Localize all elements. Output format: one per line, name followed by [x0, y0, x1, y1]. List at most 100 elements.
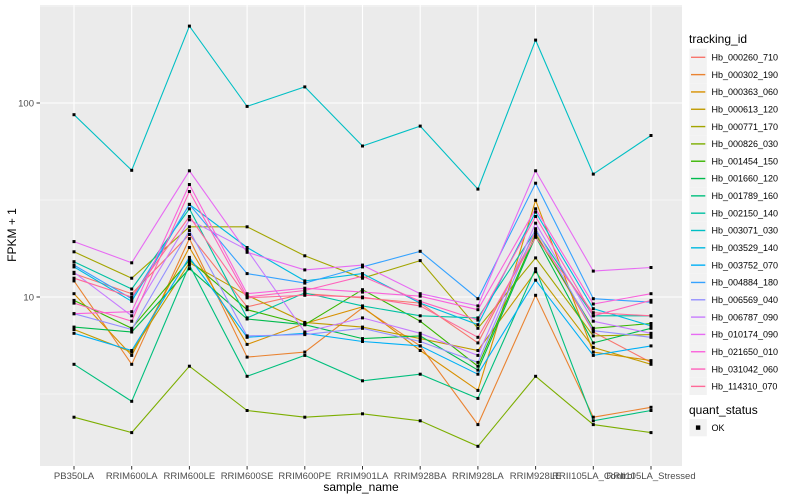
- legend-entry-label: Hb_001660_120: [712, 174, 779, 184]
- legend-entry-label: Hb_001789_160: [712, 191, 779, 201]
- data-point: [130, 297, 134, 301]
- quant-legend-title: quant_status: [689, 403, 758, 417]
- legend-entry-label: Hb_031042_060: [712, 364, 779, 374]
- data-point: [649, 409, 653, 412]
- data-point: [245, 246, 249, 249]
- legend-entry: Hb_000363_060: [689, 83, 779, 101]
- data-point: [418, 249, 422, 253]
- data-point: [361, 337, 364, 341]
- data-point: [361, 265, 364, 269]
- quant-legend-entry-label: OK: [712, 423, 725, 433]
- data-point: [476, 323, 480, 327]
- data-point: [418, 294, 422, 298]
- data-point: [361, 412, 364, 416]
- plot-panel: [40, 5, 682, 466]
- data-point: [187, 263, 191, 267]
- legend-entry: Hb_006569_040: [689, 291, 779, 309]
- legend-entry-label: Hb_006787_090: [712, 312, 779, 322]
- data-point: [72, 113, 76, 117]
- data-point: [303, 415, 307, 419]
- x-tick-label: RRIM600PE: [278, 471, 331, 482]
- data-point: [303, 293, 307, 297]
- data-point: [72, 415, 76, 419]
- x-tick-label: RRIM928LE: [510, 471, 562, 482]
- data-point: [130, 287, 134, 291]
- data-point: [534, 210, 538, 214]
- data-point: [361, 290, 364, 294]
- data-point: [591, 311, 595, 315]
- data-point: [476, 388, 480, 392]
- data-point: [130, 330, 134, 334]
- data-point: [534, 169, 538, 173]
- data-point: [72, 325, 76, 329]
- data-point: [418, 349, 422, 352]
- data-point: [591, 307, 595, 311]
- data-point: [534, 256, 538, 260]
- data-point: [361, 379, 364, 383]
- legend-entry: Hb_000826_030: [689, 135, 779, 153]
- data-point: [476, 353, 480, 357]
- data-point: [245, 316, 249, 320]
- data-point: [72, 298, 76, 302]
- legend-entry: Hb_001454_150: [689, 152, 778, 170]
- legend-entry-label: Hb_000826_030: [712, 139, 779, 149]
- legend-entry: Hb_000302_190: [689, 65, 778, 84]
- data-point: [130, 168, 134, 172]
- x-tick-label: RRIM901LA: [337, 471, 389, 482]
- data-point: [187, 261, 191, 265]
- data-point: [187, 237, 191, 241]
- data-point: [591, 329, 595, 333]
- data-point: [130, 362, 134, 366]
- data-point: [245, 104, 249, 108]
- data-point: [361, 276, 364, 280]
- legend-entry-label: Hb_003752_070: [712, 260, 779, 270]
- legend-entry-label: Hb_021650_010: [712, 347, 779, 357]
- data-point: [361, 340, 364, 343]
- y-axis-title: FPKM + 1: [5, 208, 19, 262]
- black-square-marker-icon: [695, 425, 701, 430]
- legend-entry: Hb_000260_710: [689, 48, 779, 66]
- data-point: [534, 227, 538, 231]
- legend-entry-label: Hb_000363_060: [712, 87, 779, 97]
- legend-entry-label: Hb_010174_090: [712, 330, 779, 340]
- data-point: [72, 279, 76, 283]
- data-point: [534, 293, 538, 297]
- data-point: [187, 246, 191, 249]
- data-point: [418, 124, 422, 128]
- data-point: [649, 300, 653, 304]
- data-point: [303, 85, 307, 89]
- data-point: [591, 172, 595, 176]
- data-point: [418, 314, 422, 318]
- x-tick-label: RRIM928BA: [394, 471, 447, 482]
- data-point: [245, 296, 249, 300]
- data-point: [187, 225, 191, 229]
- legend-entry: Hb_000771_170: [689, 117, 778, 136]
- data-point: [187, 202, 191, 206]
- data-point: [476, 396, 480, 400]
- data-point: [476, 372, 480, 376]
- data-point: [418, 299, 422, 303]
- x-tick-label: PB350LA: [54, 471, 95, 482]
- data-point: [418, 319, 422, 323]
- data-point: [130, 276, 134, 280]
- legend-entry: Hb_114310_070: [689, 377, 777, 396]
- data-point: [476, 349, 480, 352]
- data-point: [649, 134, 653, 137]
- data-point: [418, 337, 422, 341]
- data-point: [245, 409, 249, 412]
- legend-entry-label: Hb_006569_040: [712, 295, 779, 305]
- data-point: [303, 286, 307, 290]
- data-point: [591, 423, 595, 427]
- data-point: [187, 364, 191, 368]
- data-point: [591, 319, 595, 323]
- data-point: [476, 335, 480, 339]
- data-point: [476, 297, 480, 301]
- data-point: [130, 319, 134, 323]
- data-point: [591, 302, 595, 306]
- data-point: [649, 362, 653, 366]
- legend-entry-label: Hb_003529_140: [712, 243, 779, 253]
- legend-entry-label: Hb_004884_180: [712, 278, 779, 288]
- data-point: [361, 295, 364, 299]
- data-point: [649, 322, 653, 325]
- legend-entry-label: Hb_000260_710: [712, 53, 779, 63]
